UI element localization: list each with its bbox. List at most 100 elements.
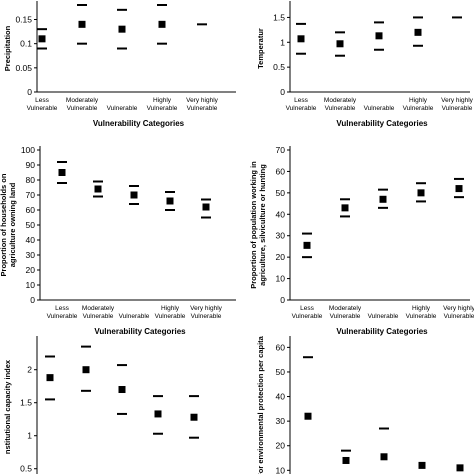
y-tick-label: 10 xyxy=(276,274,286,284)
y-tick-label: 20 xyxy=(276,252,286,262)
y-tick-label: 2 xyxy=(27,365,32,375)
panel-bottom-left: 0.5 1 1.5 2 nstitutional capacity index xyxy=(3,336,199,474)
x-category-label: Highly Vulnerable xyxy=(147,97,178,112)
mean-point xyxy=(418,461,426,469)
y-tick-label: 70 xyxy=(26,190,36,200)
mean-point xyxy=(94,185,102,193)
mean-point xyxy=(82,366,90,374)
y-axis-title: Temperatur xyxy=(256,28,265,69)
y-tick-label: 1 xyxy=(280,37,285,47)
mean-point xyxy=(342,456,350,464)
y-tick-label: 60 xyxy=(26,205,36,215)
x-category-label: Very highly Vulnerable xyxy=(441,97,474,112)
x-category-label: Moderately Vulnerable xyxy=(82,305,115,320)
mean-point xyxy=(375,32,383,40)
y-tick-label: 20 xyxy=(26,265,36,275)
y-tick-label: 80 xyxy=(26,175,36,185)
x-category-label: Less Vulnerable xyxy=(292,305,323,320)
y-tick-label: 20 xyxy=(276,441,286,451)
y-tick-label: 0 xyxy=(27,87,32,97)
x-category-label: Moderately Vulnerable xyxy=(66,97,99,112)
y-tick-label: 10 xyxy=(26,280,36,290)
x-category-label: Less Vulnerable xyxy=(27,97,58,112)
x-category-label: Less Vulnerable xyxy=(47,305,78,320)
mean-point xyxy=(336,40,344,48)
mean-point xyxy=(379,195,387,203)
x-category-label: Vulnerable xyxy=(368,313,399,320)
y-axis-title: nstitutional capacity index xyxy=(3,359,12,454)
mean-point xyxy=(130,191,138,199)
mean-point xyxy=(46,374,54,382)
y-tick-label: 0 xyxy=(280,295,285,305)
y-tick-label: 90 xyxy=(26,160,36,170)
panel-middle-left: 0 10 20 30 40 50 60 70 80 90 100 Less Vulnerable Mode… xyxy=(0,145,236,336)
mean-point xyxy=(166,197,174,205)
mean-point xyxy=(58,169,66,176)
y-tick-label: 70 xyxy=(276,145,286,155)
y-tick-label: 60 xyxy=(276,166,286,176)
x-category-label: Very highly Vulnerable xyxy=(190,305,223,320)
y-tick-label: 100 xyxy=(21,145,35,155)
mean-point xyxy=(456,464,464,472)
y-tick-label: 50 xyxy=(276,188,286,198)
panel-top-right: 0 0.5 1 1.5 Less Vulnerable Moderately Vulnerab… xyxy=(256,1,474,128)
y-tick-label: 0.15 xyxy=(15,15,32,25)
y-tick-label: 0.5 xyxy=(273,62,285,72)
x-category-label: Vulnerable xyxy=(119,313,150,320)
mean-point xyxy=(38,35,46,43)
mean-point xyxy=(154,410,162,418)
x-category-label: Vulnerable xyxy=(107,105,138,112)
x-axis-title: Vulnerability Categories xyxy=(336,327,428,336)
y-tick-label: 40 xyxy=(276,209,286,219)
y-tick-label: 0.5 xyxy=(20,464,32,474)
x-category-label: Moderately Vulnerable xyxy=(329,305,362,320)
y-tick-label: 1 xyxy=(27,431,32,441)
mean-point xyxy=(341,204,349,212)
y-axis-title: Proportion of households onagriculture o… xyxy=(0,173,17,276)
mean-point xyxy=(414,28,422,36)
y-tick-label: 50 xyxy=(26,220,36,230)
panel-middle-right: 0 10 20 30 40 50 60 70 Less Vulnerable Moderately V… xyxy=(249,145,474,336)
mean-point xyxy=(304,412,312,420)
y-tick-label: 40 xyxy=(276,392,286,402)
y-tick-label: 0.1 xyxy=(20,39,32,49)
mean-point xyxy=(380,453,388,461)
x-axis-title: Vulnerability Categories xyxy=(94,327,186,336)
panel-top-left: 0 0.05 0.1 0.15 Less Vulnerable Moderately Vuln… xyxy=(3,1,236,128)
mean-point xyxy=(455,185,463,193)
x-category-label: Vulnerable xyxy=(364,105,395,112)
mean-point xyxy=(417,189,425,197)
y-tick-label: 60 xyxy=(276,342,286,352)
y-axis-title: Proportion of population working inagric… xyxy=(249,161,267,289)
mean-point xyxy=(202,203,210,211)
x-category-label: Highly Vulnerable xyxy=(406,305,437,320)
x-category-label: Highly Vulnerable xyxy=(403,97,434,112)
mean-point xyxy=(78,20,86,28)
y-tick-label: 0 xyxy=(280,87,285,97)
x-category-label: Less Vulnerable xyxy=(286,97,317,112)
mean-point xyxy=(297,35,305,43)
x-category-label: Very highly Vulnerable xyxy=(186,97,219,112)
y-tick-label: 30 xyxy=(26,250,36,260)
mean-point xyxy=(190,413,198,421)
y-axis-title: For environmental protection per capita xyxy=(256,335,265,474)
y-tick-label: 1.5 xyxy=(20,398,32,408)
x-category-label: Highly Vulnerable xyxy=(155,305,186,320)
mean-point xyxy=(158,20,166,28)
mean-point xyxy=(118,25,126,33)
x-category-label: Very highly Vulnerable xyxy=(443,305,474,320)
y-axis-title: Precipitation xyxy=(3,25,12,71)
y-tick-label: 0 xyxy=(30,295,35,305)
x-axis-title: Vulnerability Categories xyxy=(93,119,185,128)
y-tick-label: 0.05 xyxy=(15,63,32,73)
mean-point xyxy=(303,241,311,249)
y-tick-label: 50 xyxy=(276,367,286,377)
y-tick-label: 30 xyxy=(276,416,286,426)
y-tick-label: 1.5 xyxy=(273,12,285,22)
y-tick-label: 40 xyxy=(26,235,36,245)
panel-bottom-right: 10 20 30 40 50 60 For environmental protection… xyxy=(256,335,464,474)
x-category-label: Moderately Vulnerable xyxy=(324,97,357,112)
x-axis-title: Vulnerability Categories xyxy=(336,119,428,128)
mean-point xyxy=(118,386,126,394)
